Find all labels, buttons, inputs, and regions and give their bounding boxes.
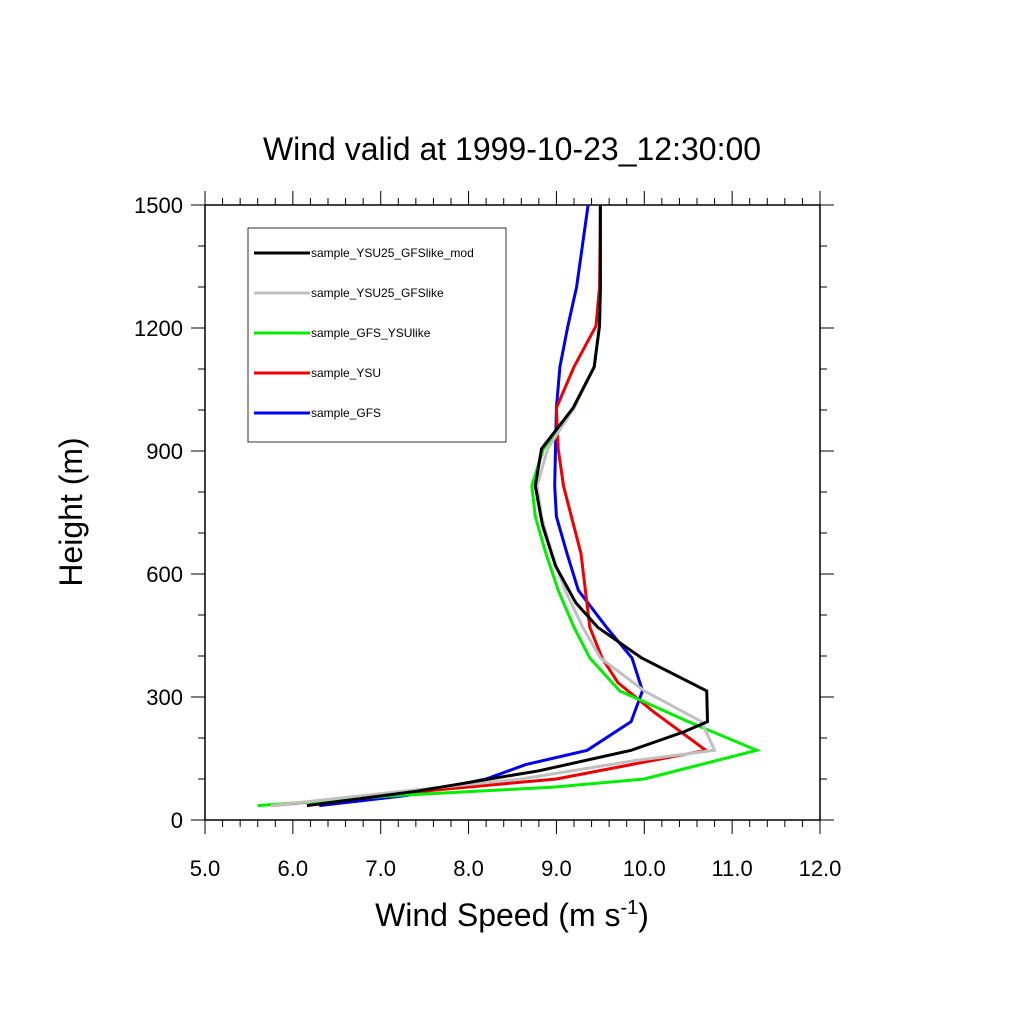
y-tick-label: 0 (171, 808, 183, 833)
y-tick-label: 1200 (134, 316, 183, 341)
x-tick-label: 11.0 (712, 856, 753, 881)
x-tick-label: 5.0 (190, 856, 221, 881)
x-tick-label: 12.0 (799, 856, 842, 881)
y-tick-label: 900 (146, 439, 183, 464)
legend-box (247, 227, 507, 443)
x-axis-label-close: ) (638, 897, 649, 933)
y-tick-label: 300 (146, 685, 183, 710)
y-tick-label: 600 (146, 562, 183, 587)
chart-title: Wind valid at 1999-10-23_12:30:00 (263, 131, 761, 167)
x-axis-label-main: Wind Speed (m s (375, 897, 620, 933)
plot-frame (204, 204, 821, 821)
axis-ticks: 5.0 6.0 7.0 8.0 9.0 10.0 11.0 12.0 0 300 600 900 120… (134, 191, 841, 881)
series-layer (257, 204, 762, 808)
x-axis-label-sup: -1 (620, 897, 638, 919)
legend-label: sample_GFS (311, 406, 381, 420)
x-tick-label: 10.0 (623, 856, 666, 881)
legend-items: sample_YSU25_GFSlike_mod sample_YSU25_GFS… (254, 246, 474, 420)
legend-label: sample_YSU25_GFSlike_mod (311, 246, 474, 260)
legend-label: sample_YSU (311, 366, 381, 380)
x-axis-label: Wind Speed (m s-1) (375, 897, 649, 933)
legend-label: sample_GFS_YSUlike (311, 326, 431, 340)
x-tick-label: 7.0 (365, 856, 396, 881)
x-tick-label: 8.0 (453, 856, 484, 881)
y-tick-label: 1500 (134, 193, 183, 218)
legend: sample_YSU25_GFSlike_mod sample_YSU25_GFS… (247, 227, 507, 443)
series-line-sample_YSU25_GFSlike_mod (306, 205, 710, 808)
x-tick-label: 6.0 (278, 856, 309, 881)
series-line-sample_GFS (319, 204, 645, 808)
y-axis-label: Height (m) (53, 437, 89, 586)
x-tick-label: 9.0 (541, 856, 572, 881)
legend-label: sample_YSU25_GFSlike (311, 286, 444, 300)
